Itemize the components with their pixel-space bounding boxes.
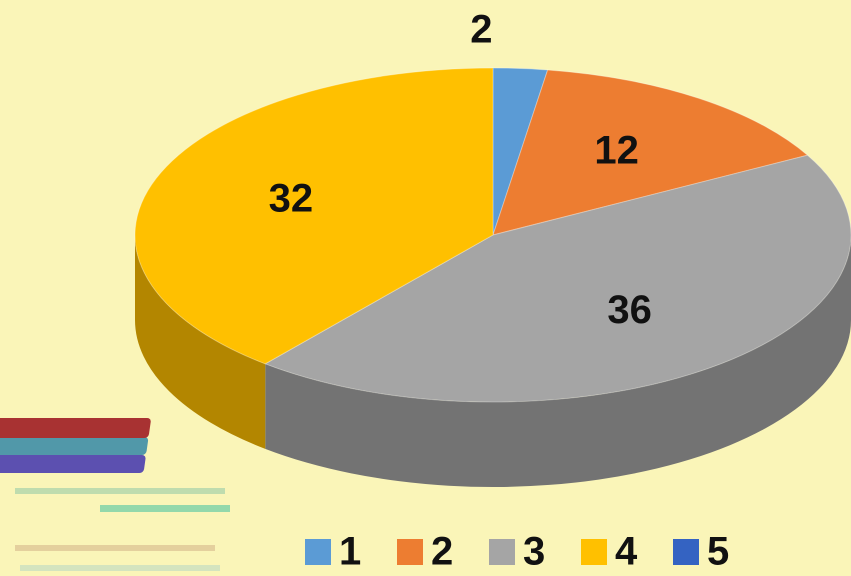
data-label: 2	[470, 7, 492, 51]
legend-swatch	[397, 539, 423, 565]
legend-label: 4	[615, 530, 638, 574]
pencil	[100, 505, 230, 512]
pencil	[15, 488, 225, 494]
legend-swatch	[305, 539, 331, 565]
data-label: 32	[269, 177, 314, 221]
pie-side	[265, 235, 851, 487]
pie-slice	[492, 69, 809, 236]
book	[0, 455, 146, 473]
pie-side	[135, 235, 266, 449]
pie-slice	[134, 67, 494, 365]
book	[0, 437, 149, 455]
legend-swatch	[581, 539, 607, 565]
legend-label: 1	[339, 530, 361, 574]
legend-label: 5	[707, 530, 729, 574]
pie-slice	[264, 154, 851, 403]
books-illustration	[0, 418, 230, 571]
data-label: 12	[594, 129, 639, 173]
pie-slice	[492, 67, 549, 236]
legend-swatch	[673, 539, 699, 565]
legend-label: 2	[431, 530, 453, 574]
pencil	[20, 565, 220, 571]
legend-swatch	[489, 539, 515, 565]
book	[0, 418, 151, 438]
legend-label: 3	[523, 530, 545, 574]
data-label: 36	[607, 288, 652, 332]
pencil	[15, 545, 215, 551]
